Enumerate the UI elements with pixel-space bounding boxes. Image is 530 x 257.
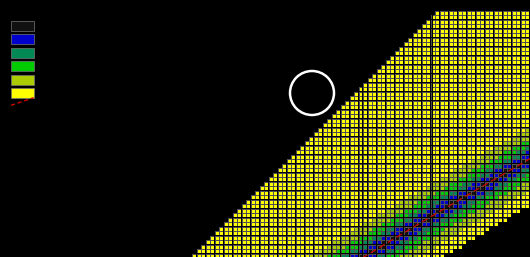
Bar [11,21,34,31]
Text: > 1 year: > 1 year [41,21,76,30]
Text: < 1 s: < 1 s [41,62,61,71]
Bar [11,61,34,71]
Bar [11,75,34,85]
Text: beta-stability
line: beta-stability line [41,93,94,113]
Text: < 1 day: < 1 day [41,48,73,57]
Bar [11,34,34,44]
Bar [11,48,34,58]
Text: Half-life: Half-life [12,9,59,19]
Text: < 1 year: < 1 year [41,35,76,44]
Text: < 1 ms: < 1 ms [41,75,69,84]
Text: < 1 μs: < 1 μs [41,89,67,98]
Bar [11,88,34,98]
